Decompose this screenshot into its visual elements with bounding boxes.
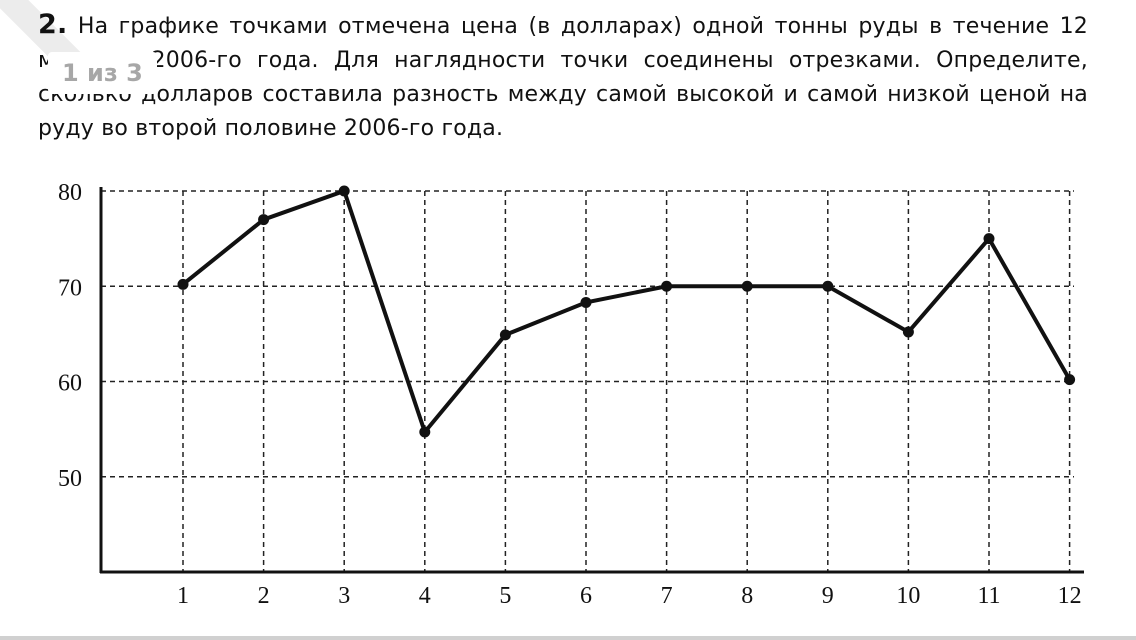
x-tick-label: 12 — [1058, 583, 1082, 609]
data-point — [661, 280, 673, 292]
problem-text: На графике точками отмечена цена (в долл… — [38, 14, 1088, 141]
chart-grid — [101, 190, 1074, 572]
x-tick-label: 8 — [741, 583, 753, 609]
y-tick-label: 80 — [58, 180, 82, 206]
x-tick-label: 7 — [661, 583, 673, 609]
data-point — [983, 233, 995, 245]
data-point — [258, 214, 270, 226]
data-point — [1064, 374, 1076, 386]
data-point — [338, 185, 350, 197]
x-tick-label: 3 — [338, 583, 350, 609]
x-tick-label: 2 — [258, 583, 270, 609]
page-indicator: 1 из 3 — [48, 52, 157, 94]
chart-axes — [99, 187, 1084, 574]
bottom-divider — [0, 636, 1136, 640]
data-point — [580, 296, 592, 308]
chart-series — [177, 185, 1076, 438]
data-point — [822, 280, 834, 292]
x-tick-label: 1 — [177, 583, 189, 609]
x-tick-label: 4 — [419, 583, 431, 609]
data-point — [741, 280, 753, 292]
price-line — [181, 188, 1072, 437]
data-point — [177, 278, 189, 290]
problem-number: 2. — [38, 9, 68, 40]
data-point — [499, 329, 511, 341]
y-tick-label: 50 — [58, 466, 82, 492]
x-tick-label: 5 — [499, 583, 511, 609]
x-tick-label: 10 — [896, 583, 920, 609]
x-tick-label: 6 — [580, 583, 592, 609]
x-tick-label: 11 — [977, 583, 1000, 609]
y-tick-label: 60 — [58, 371, 82, 397]
y-tick-label: 70 — [58, 275, 82, 301]
data-point — [902, 326, 914, 338]
problem-statement: 2. На графике точками отмечена цена (в д… — [38, 8, 1088, 146]
data-point — [419, 426, 431, 438]
x-tick-label: 9 — [822, 583, 834, 609]
